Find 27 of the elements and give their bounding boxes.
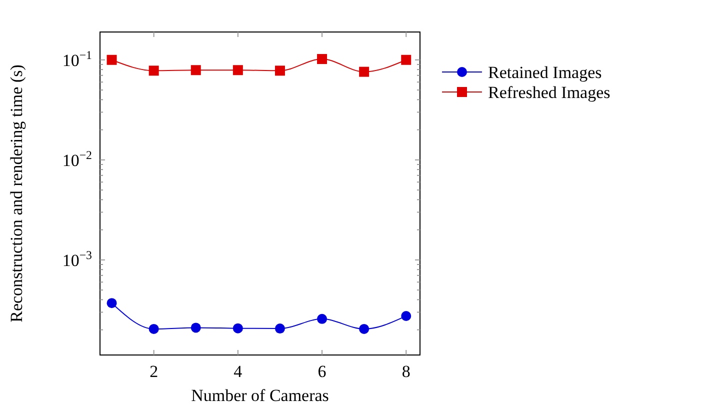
- point: [274, 66, 285, 76]
- y-axis-title: Reconstruction and rendering time (s): [7, 64, 26, 322]
- point: [317, 54, 328, 64]
- point: [190, 322, 201, 333]
- x-tick-label: 2: [150, 362, 158, 381]
- point: [148, 66, 159, 76]
- point: [190, 65, 201, 76]
- point: [106, 54, 117, 65]
- point: [317, 314, 328, 324]
- point: [401, 310, 412, 321]
- y-tick-label: 10$^{−3}$: [62, 248, 92, 270]
- x-tick-label: 8: [402, 362, 410, 381]
- x-axis-title: Number of Cameras: [191, 386, 329, 405]
- legend-label: Retained Images: [488, 63, 602, 82]
- point: [401, 54, 412, 65]
- point: [232, 323, 243, 334]
- legend-label: Refreshed Images: [488, 83, 610, 102]
- point: [148, 324, 159, 334]
- point: [359, 324, 370, 334]
- x-tick-label: 4: [234, 362, 243, 381]
- point: [274, 324, 285, 334]
- point: [106, 298, 117, 308]
- point: [232, 65, 243, 76]
- x-tick-label: 6: [318, 362, 326, 381]
- point: [359, 66, 370, 77]
- y-tick-label: 10$^{−1}$: [62, 48, 92, 70]
- y-tick-label: 10$^{−2}$: [62, 148, 92, 170]
